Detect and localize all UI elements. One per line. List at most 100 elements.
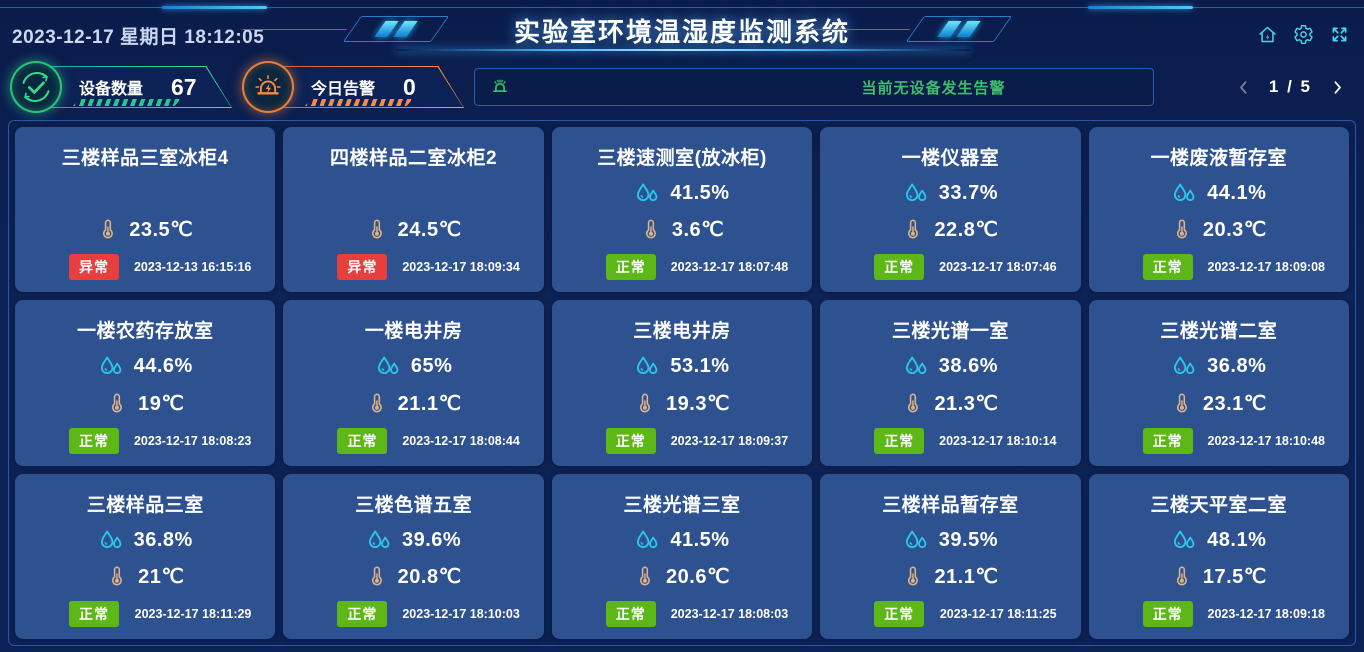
status-badge: 正常: [874, 427, 925, 454]
temperature-row: 19.3℃: [634, 391, 730, 416]
header-icons: [1257, 24, 1350, 45]
sensor-card[interactable]: 一楼农药存放室 44.6%: [15, 300, 276, 466]
card-footer: 正常 2023-12-17 18:09:18: [1099, 600, 1339, 631]
card-timestamp: 2023-12-17 18:11:29: [134, 606, 252, 621]
datetime: 2023-12-17 星期日 18:12:05: [12, 27, 265, 48]
humidity-value: 39.6%: [401, 528, 462, 551]
sensor-card[interactable]: 三楼光谱二室 36.8%: [1088, 300, 1349, 466]
humidity-icon: [634, 355, 659, 378]
room-name: 一楼电井房: [364, 321, 463, 343]
humidity-icon: [903, 355, 928, 378]
humidity-value: 41.5%: [670, 182, 730, 205]
humidity-row: 41.5%: [634, 182, 729, 205]
sensor-card[interactable]: 三楼光谱一室 38.6%: [820, 300, 1081, 466]
temperature-value: 19℃: [138, 392, 185, 415]
device-count-label: 设备数量: [79, 81, 144, 98]
sensor-card[interactable]: 三楼速测室(放冰柜) 41.5%: [551, 127, 813, 293]
room-name: 三楼光谱二室: [1160, 321, 1278, 343]
humidity-value: 39.5%: [938, 528, 998, 551]
card-footer: 正常 2023-12-17 18:10:48: [1099, 427, 1339, 458]
humidity-value: 38.6%: [938, 355, 998, 378]
humidity-row: 36.8%: [1171, 355, 1266, 378]
alarm-count-label: 今日告警: [311, 81, 376, 98]
card-timestamp: 2023-12-17 18:09:08: [1207, 260, 1325, 275]
thermometer-icon: [1171, 393, 1192, 414]
thermometer-icon: [640, 219, 661, 240]
humidity-value: 33.7%: [938, 182, 998, 205]
alarm-count-banner: 今日告警 0: [281, 66, 464, 108]
temperature-value: 21.1℃: [397, 392, 462, 415]
sensor-card[interactable]: 四楼样品二室冰柜2: [283, 127, 544, 293]
temperature-row: 21℃: [106, 564, 184, 589]
card-timestamp: 2023-12-17 18:08:03: [670, 606, 789, 621]
temperature-value: 23.1℃: [1202, 392, 1267, 415]
prev-page-button[interactable]: [1235, 79, 1252, 96]
gear-icon[interactable]: [1293, 24, 1314, 45]
humidity-icon: [1171, 529, 1196, 552]
sensor-card[interactable]: 一楼电井房 65%: [283, 300, 544, 466]
sensor-card[interactable]: 三楼电井房 53.1%: [551, 300, 813, 466]
status-badge: 正常: [605, 254, 656, 281]
temperature-row: 21.3℃: [902, 391, 998, 416]
sensor-card[interactable]: 三楼样品暂存室 39.5%: [820, 473, 1081, 639]
card-body: 24.5℃: [293, 170, 533, 254]
temperature-row: 21.1℃: [366, 391, 462, 416]
thermometer-icon: [106, 393, 127, 414]
card-body: 39.6% 20.8℃: [293, 517, 533, 601]
card-body: 65% 21.1℃: [293, 343, 533, 427]
room-name: 三楼光谱一室: [891, 321, 1009, 343]
room-name: 一楼废液暂存室: [1150, 148, 1288, 169]
sensor-card[interactable]: 三楼色谱五室 39.6%: [283, 473, 544, 639]
temperature-row: 3.6℃: [640, 217, 724, 242]
next-page-button[interactable]: [1329, 79, 1346, 96]
home-icon[interactable]: [1257, 24, 1278, 45]
thermometer-icon: [902, 219, 923, 240]
temperature-row: 23.1℃: [1171, 391, 1267, 416]
humidity-row: 39.5%: [903, 529, 998, 552]
sensor-card[interactable]: 三楼样品三室 36.8%: [15, 473, 276, 639]
humidity-icon: [1171, 182, 1196, 205]
status-badge: 异常: [337, 254, 388, 281]
device-hatch-stripes: [73, 99, 181, 106]
card-timestamp: 2023-12-17 18:10:14: [939, 433, 1057, 448]
card-timestamp: 2023-12-17 18:08:23: [133, 433, 252, 448]
stats-row: 设备数量 67 今日告警 0 当前无设备发生告警: [10, 61, 1354, 113]
sensor-card[interactable]: 一楼废液暂存室 44.1%: [1088, 127, 1349, 293]
fullscreen-icon[interactable]: [1329, 24, 1350, 45]
card-body: 48.1% 17.5℃: [1099, 517, 1339, 601]
sensor-card[interactable]: 一楼仪器室 33.7%: [820, 127, 1081, 293]
room-name: 三楼天平室二室: [1150, 494, 1288, 516]
humidity-value: 53.1%: [670, 355, 730, 378]
sensor-card[interactable]: 三楼天平室二室 48.1%: [1088, 473, 1349, 639]
header-decoration-right: [905, 16, 1013, 42]
alarm-status-icon: [242, 61, 294, 113]
device-count-value: 67: [171, 73, 197, 100]
humidity-value: 36.8%: [1207, 355, 1267, 378]
sensor-card[interactable]: 三楼样品三室冰柜4: [15, 127, 276, 293]
card-timestamp: 2023-12-17 18:09:18: [1207, 606, 1325, 621]
thermometer-icon: [97, 219, 118, 240]
temperature-value: 22.8℃: [934, 219, 999, 242]
temperature-row: 20.8℃: [366, 564, 462, 589]
temperature-value: 20.3℃: [1202, 219, 1267, 242]
card-body: 38.6% 21.3℃: [830, 343, 1070, 427]
card-footer: 正常 2023-12-17 18:11:29: [25, 600, 265, 631]
card-footer: 正常 2023-12-17 18:09:08: [1099, 254, 1339, 284]
thermometer-icon: [366, 219, 387, 240]
humidity-icon: [98, 355, 123, 378]
humidity-row: 36.8%: [98, 529, 193, 552]
alarm-count-value: 0: [403, 73, 416, 100]
device-status-icon: [10, 61, 62, 113]
humidity-row: 41.5%: [634, 529, 729, 552]
card-footer: 正常 2023-12-17 18:11:25: [830, 600, 1070, 631]
card-timestamp: 2023-12-17 18:07:48: [670, 260, 789, 275]
humidity-icon: [366, 529, 391, 552]
temperature-row: 24.5℃: [366, 217, 462, 242]
sensor-card[interactable]: 三楼光谱三室 41.5%: [551, 473, 813, 639]
humidity-row: 53.1%: [634, 355, 729, 378]
temperature-row: 20.6℃: [634, 564, 730, 589]
card-footer: 正常 2023-12-17 18:08:03: [562, 600, 802, 631]
thermometer-icon: [1171, 219, 1192, 240]
thermometer-icon: [634, 566, 655, 587]
status-badge: 正常: [337, 600, 388, 627]
